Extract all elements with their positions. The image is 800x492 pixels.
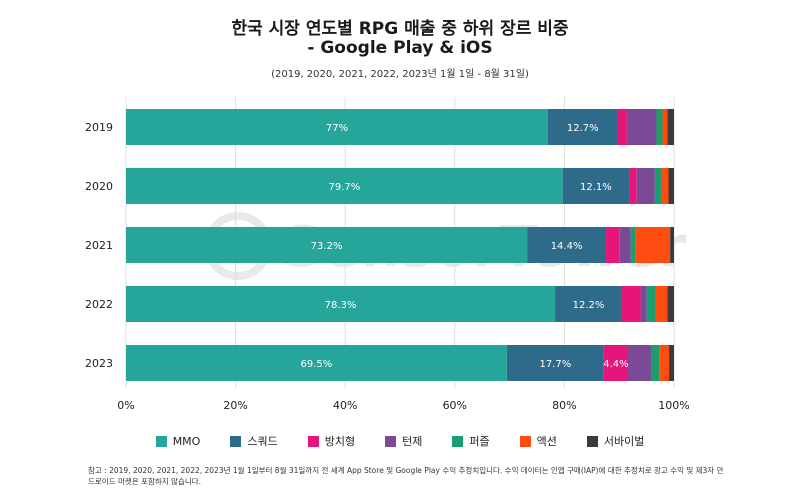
bar-segment xyxy=(617,109,627,145)
y-tick-label: 2020 xyxy=(85,180,113,193)
data-label: 12.1% xyxy=(580,182,612,193)
legend-item: 턴제 xyxy=(385,433,422,449)
x-tick-label: 60% xyxy=(443,399,467,412)
bar-segment xyxy=(627,345,651,381)
x-tick-label: 0% xyxy=(117,399,134,412)
title-line-1: 한국 시장 연도별 RPG 매출 중 하위 장르 비중 xyxy=(231,19,569,39)
legend-swatch xyxy=(155,435,167,447)
bar-segment xyxy=(635,227,671,263)
y-tick-label: 2023 xyxy=(85,357,113,370)
data-label: 73.2% xyxy=(311,241,343,252)
data-label: 78.3% xyxy=(325,300,357,311)
legend-swatch xyxy=(519,435,531,447)
y-tick-label: 2022 xyxy=(85,298,113,311)
data-label: 12.2% xyxy=(573,300,605,311)
bar-segment xyxy=(126,227,528,263)
legend-label: 액션 xyxy=(536,435,557,448)
x-tick-label: 20% xyxy=(223,399,247,412)
legend-swatch xyxy=(586,435,598,447)
data-label: 17.7% xyxy=(539,359,571,370)
bar-segment xyxy=(547,109,618,145)
x-tick-label: 100% xyxy=(658,399,689,412)
bar-segment xyxy=(126,345,507,381)
legend-item: 방치형 xyxy=(307,433,356,449)
x-tick-label: 80% xyxy=(552,399,576,412)
legend-label: 스쿼드 xyxy=(247,435,278,448)
bar-segment xyxy=(659,345,670,381)
bar-segment xyxy=(527,227,607,263)
bar-segment xyxy=(668,168,674,204)
bar-segment xyxy=(669,345,674,381)
legend-item: MMO xyxy=(155,433,201,449)
bar-segment xyxy=(655,286,668,322)
data-label: 79.7% xyxy=(328,182,360,193)
chart-subtitle: (2019, 2020, 2021, 2022, 2023년 1월 1일 - 8… xyxy=(271,69,529,80)
bar-segment xyxy=(662,109,668,145)
legend-swatch xyxy=(307,435,319,447)
data-label: 4.4% xyxy=(603,359,628,370)
bar-segment xyxy=(661,168,669,204)
bar-segment xyxy=(667,286,674,322)
bar-segment xyxy=(126,286,556,322)
legend-swatch xyxy=(230,435,242,447)
bar-segment xyxy=(126,109,548,145)
legend-label: 방치형 xyxy=(324,435,356,448)
data-label: 12.7% xyxy=(567,123,599,134)
bar-segment xyxy=(670,227,674,263)
footnote: 참고 : 2019, 2020, 2021, 2022, 2023년 1월 1일… xyxy=(88,466,724,486)
legend-item: 액션 xyxy=(519,433,557,449)
bar-segment xyxy=(619,227,631,263)
legend-item: 퍼즐 xyxy=(452,433,490,449)
x-tick-label: 40% xyxy=(333,399,357,412)
data-label: 14.4% xyxy=(551,241,583,252)
chart-legend: MMO 스쿼드 방치형 턴제 퍼즐 액션 서바이벌 xyxy=(0,433,800,449)
legend-item: 스쿼드 xyxy=(230,433,278,449)
bar-segment xyxy=(555,286,622,322)
bar-segment xyxy=(126,168,563,204)
bar-segment xyxy=(621,286,641,322)
stacked-bar-chart: SensorTower0%20%40%60%80%100%201977%12.7… xyxy=(85,97,690,412)
bar-segment xyxy=(656,109,663,145)
bar-segment xyxy=(636,168,655,204)
bar-segment xyxy=(629,168,637,204)
bar-segment xyxy=(603,345,628,381)
y-tick-label: 2021 xyxy=(85,239,113,252)
bar-segment xyxy=(640,286,647,322)
legend-label: MMO xyxy=(172,434,201,448)
bar-segment xyxy=(667,109,674,145)
title-line-2: - Google Play & iOS xyxy=(307,38,493,58)
legend-label: 퍼즐 xyxy=(469,435,490,448)
legend-swatch xyxy=(385,435,397,447)
legend-label: 서바이벌 xyxy=(603,435,645,448)
legend-label: 턴제 xyxy=(402,435,423,448)
bar-segment xyxy=(654,168,662,204)
bar-segment xyxy=(650,345,660,381)
bar-segment xyxy=(626,109,657,145)
data-label: 69.5% xyxy=(301,359,333,370)
y-tick-label: 2019 xyxy=(85,121,113,134)
legend-item: 서바이벌 xyxy=(586,433,645,449)
bar-segment xyxy=(606,227,620,263)
data-label: 77% xyxy=(326,123,348,134)
legend-swatch xyxy=(452,435,464,447)
bar-segment xyxy=(630,227,636,263)
bar-segment xyxy=(562,168,630,204)
bar-segment xyxy=(506,345,604,381)
bar-segment xyxy=(646,286,656,322)
